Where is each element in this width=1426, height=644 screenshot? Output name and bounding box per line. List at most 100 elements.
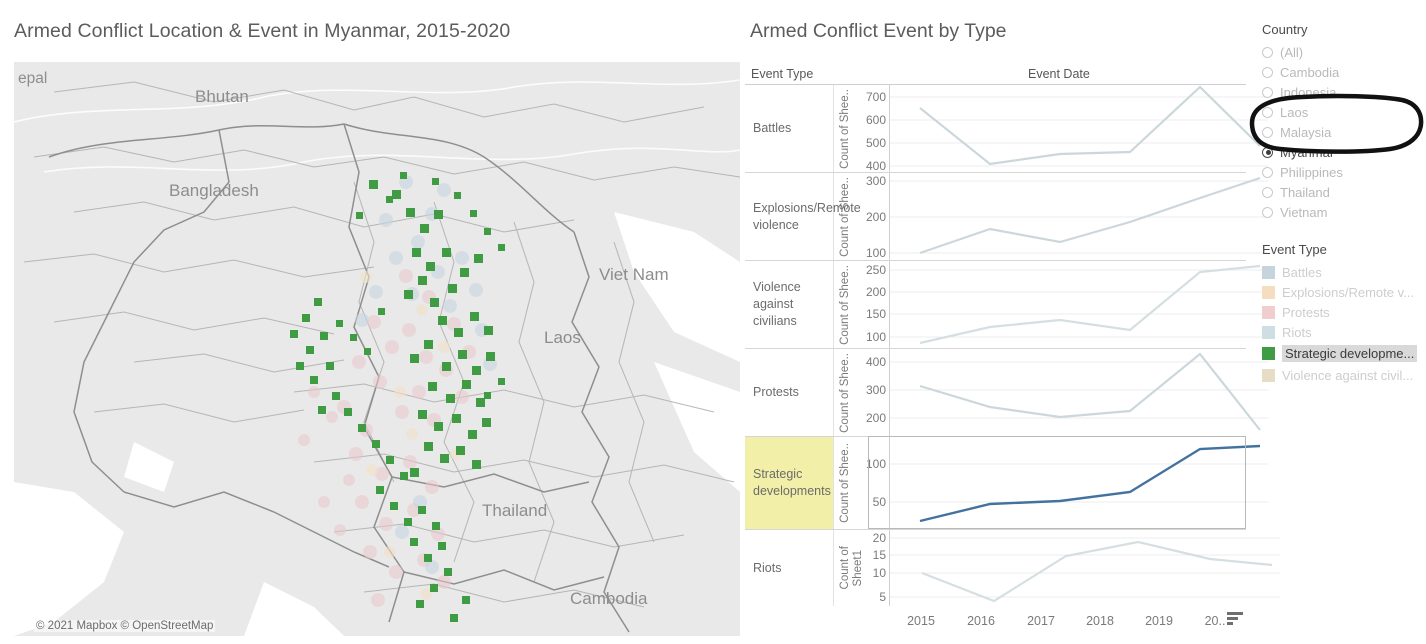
panel-row-strategic-developments[interactable]: Strategic developments Count of Shee.. 1… [745,436,1268,529]
radio-icon[interactable] [1262,166,1273,178]
color-swatch-icon [1262,346,1275,360]
legend-item-label: Strategic developme... [1282,344,1418,362]
tick: 300 [865,174,886,188]
country-option-malaysia[interactable]: Malaysia [1262,122,1426,142]
country-option-philippines[interactable]: Philippines [1262,162,1426,182]
row-label: Violence against civilians [745,261,834,348]
legend-item-label: Battles [1282,264,1322,280]
y-axis-ticks: 20 15 10 5 [868,530,890,606]
tick: 200 [865,411,886,425]
country-filter-header: Country [1262,22,1308,37]
row-label: Riots [745,530,834,606]
map-attribution: © 2021 Mapbox © OpenStreetMap [34,620,216,632]
y-axis-ticks: 100 50 [856,437,890,529]
tick: 150 [865,307,886,321]
panel-row-protests[interactable]: Protests Count of Shee.. 400 300 200 [745,348,1268,436]
panel-row-explosions[interactable]: Explosions/Remote violence Count of Shee… [745,172,1268,260]
color-swatch-icon [1262,368,1275,382]
y-axis-ticks: 250 200 150 100 [856,261,890,348]
axis-title: Count of Shee.. [839,352,851,433]
country-option-laos[interactable]: Laos [1262,102,1426,122]
country-option-label: Philippines [1280,164,1343,180]
tick: 250 [865,263,886,277]
panel-row-battles[interactable]: Battles Count of Shee.. 700 600 500 400 [745,84,1268,173]
axis-title: Count of Shee.. [839,88,851,169]
axis-title: Count of Sheet1 [838,546,864,590]
legend-item-riots[interactable]: Riots [1262,322,1426,342]
map-title: Armed Conflict Location & Event in Myanm… [14,20,511,42]
tick: 200 [865,285,886,299]
panel-row-riots[interactable]: Riots Count of Sheet1 20 15 10 5 [745,529,1280,606]
radio-icon[interactable] [1262,186,1273,198]
legend-item-protests[interactable]: Protests [1262,302,1426,322]
line-chart-explosions [890,176,1268,255]
row-label: Protests [745,349,834,436]
map-canvas[interactable]: © 2021 Mapbox © OpenStreetMap epal Bhuta… [14,62,740,636]
row-label: Explosions/Remote violence [745,173,861,260]
plot-area [890,349,1268,436]
panel-row-violence-against-civilians[interactable]: Violence against civilians Count of Shee… [745,260,1268,348]
radio-icon[interactable] [1262,86,1273,98]
event-type-legend-header: Event Type [1262,242,1327,257]
tick: 5 [879,590,886,604]
radio-icon[interactable] [1262,126,1273,138]
plot-area [890,85,1268,172]
country-option-label: Cambodia [1280,64,1340,80]
tick: 200 [865,210,886,224]
tick: 100 [865,330,886,344]
color-swatch-icon [1262,265,1275,279]
country-option-myanmar[interactable]: Myanmar [1262,142,1426,162]
legend-item-violence-against-civilians[interactable]: Violence against civil... [1262,365,1426,385]
country-option-indonesia[interactable]: Indonesia [1262,82,1426,102]
radio-icon[interactable] [1262,146,1273,158]
axis-title: Count of Shee.. [839,176,851,257]
plot-area [890,530,1280,606]
legend-item-battles[interactable]: Battles [1262,262,1426,282]
plot-area [890,173,1268,260]
color-swatch-icon [1262,325,1275,339]
legend-item-explosions[interactable]: Explosions/Remote v... [1262,282,1426,302]
sort-descending-icon[interactable] [1227,612,1243,626]
tick: 400 [865,159,886,173]
legend-item-label: Protests [1282,304,1330,320]
plot-area [890,261,1268,348]
y-axis-ticks: 300 200 100 [856,173,890,260]
color-swatch-icon [1262,285,1275,299]
tick: 100 [865,246,886,260]
country-option-vietnam[interactable]: Vietnam [1262,202,1426,222]
line-chart-riots [890,537,1280,603]
country-option-label: Thailand [1280,184,1330,200]
axis-title: Count of Shee.. [839,443,851,523]
radio-icon[interactable] [1262,206,1273,218]
axis-title: Count of Shee.. [839,264,851,345]
filter-panel: Country (All) Cambodia Indonesia Laos Ma… [1249,0,1426,644]
radio-icon[interactable] [1262,66,1273,78]
map-panel: Armed Conflict Location & Event in Myanm… [14,20,740,636]
legend-item-strategic-developments[interactable]: Strategic developme... [1262,343,1426,363]
country-option-thailand[interactable]: Thailand [1262,182,1426,202]
small-multiples-grid: Battles Count of Shee.. 700 600 500 400 [745,84,1280,606]
tick: 10 [872,566,886,580]
country-option-all[interactable]: (All) [1262,42,1426,62]
tick: 700 [865,90,886,104]
tick: 500 [865,136,886,150]
x-tick: 20.. [1204,614,1226,628]
tick: 400 [865,355,886,369]
country-option-label: Indonesia [1280,84,1337,100]
tick: 20 [872,531,886,545]
chart-panel: Armed Conflict Event by Type Event Type … [740,0,1280,644]
radio-icon[interactable] [1262,106,1273,118]
country-option-label: (All) [1280,44,1304,60]
country-option-label: Laos [1280,104,1309,120]
tick: 300 [865,383,886,397]
line-chart-protests [890,352,1268,431]
plot-area [890,437,1268,529]
row-label: Strategic developments [745,437,834,529]
x-tick: 2019 [1145,614,1173,628]
map-graphic [14,62,740,636]
country-option-label: Malaysia [1280,124,1332,140]
legend-item-label: Violence against civil... [1282,367,1414,383]
country-option-cambodia[interactable]: Cambodia [1262,62,1426,82]
legend-item-label: Explosions/Remote v... [1282,284,1414,300]
radio-icon[interactable] [1262,46,1273,58]
